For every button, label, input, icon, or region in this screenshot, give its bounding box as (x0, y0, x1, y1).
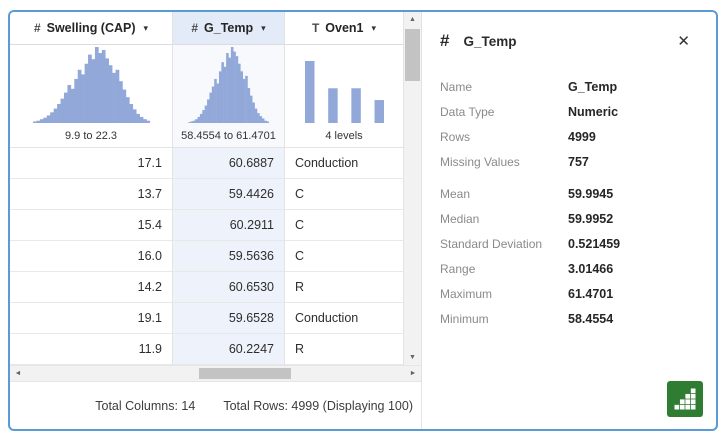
stat-label: Missing Values (440, 155, 520, 169)
stat-row-rows: Rows 4999 (440, 130, 694, 144)
stat-value: G_Temp (568, 80, 618, 94)
stat-row-name: Name G_Temp (440, 80, 694, 94)
stat-label: Data Type (440, 105, 495, 119)
table-cell: 60.6887 (173, 148, 284, 179)
column-profile-chart-swelling-cap[interactable]: 9.9 to 22.3 (10, 45, 172, 148)
table-cell: 11.9 (10, 334, 172, 365)
stat-label: Mean (440, 187, 471, 201)
scroll-up-icon[interactable]: ▲ (409, 16, 416, 23)
table-cell: 59.6528 (173, 303, 284, 334)
dropdown-caret-icon[interactable]: ▾ (261, 22, 266, 33)
column-range-label: 4 levels (325, 130, 363, 142)
scroll-left-icon[interactable]: ◄ (14, 370, 22, 377)
stat-label: Rows (440, 130, 471, 144)
stat-label: Standard Deviation (440, 237, 543, 251)
stat-row-median: Median 59.9952 (440, 212, 694, 226)
table-cell: 15.4 (10, 210, 172, 241)
stat-row-mean: Mean 59.9945 (440, 187, 694, 201)
scroll-down-icon[interactable]: ▼ (409, 354, 416, 361)
table-cell: 59.5636 (173, 241, 284, 272)
stat-row-maximum: Maximum 61.4701 (440, 287, 694, 301)
total-columns-label: Total Columns: 14 (95, 398, 196, 413)
stats-primary: Name G_Temp Data Type Numeric Rows 4999 Missin… (440, 80, 694, 169)
total-rows-label: Total Rows: 4999 (Displaying 100) (223, 398, 413, 413)
stat-row-missing-values: Missing Values 757 (440, 155, 694, 169)
column-header-g-temp[interactable]: # G_Temp ▾ (173, 12, 284, 45)
details-header: # G_Temp ✕ (440, 30, 694, 52)
stats-secondary: Mean 59.9945 Median 59.9952 Standard Deviati… (440, 187, 694, 326)
columns: # Swelling (CAP) ▾ 9.9 to 22.3 17.1 13.7 15.4 1… (10, 12, 404, 365)
stat-value: 4999 (568, 130, 596, 144)
table-cell: 13.7 (10, 179, 172, 210)
vertical-scrollbar-thumb[interactable] (405, 29, 420, 81)
column-header-oven1[interactable]: T Oven1 ▾ (285, 12, 403, 45)
table-cell: 60.2911 (173, 210, 284, 241)
stacked-squares-chart-icon (674, 388, 696, 410)
dropdown-caret-icon[interactable]: ▾ (143, 22, 149, 33)
table-cell: Conduction (285, 148, 403, 179)
close-icon[interactable]: ✕ (677, 33, 690, 50)
numeric-type-icon: # (440, 31, 450, 50)
stat-value: 58.4554 (568, 312, 614, 326)
column-profile-chart-g-temp[interactable]: 58.4554 to 61.4701 (173, 45, 284, 148)
numeric-type-icon: # (191, 21, 199, 35)
scroll-right-icon[interactable]: ► (409, 370, 417, 377)
column-range-label: 9.9 to 22.3 (65, 130, 117, 142)
details-title: G_Temp (463, 33, 517, 49)
vertical-scrollbar[interactable]: ▲ ▼ (404, 12, 421, 365)
stat-value: 757 (568, 155, 589, 169)
table-cell: 19.1 (10, 303, 172, 334)
table-cell: C (285, 179, 403, 210)
table-grid: # Swelling (CAP) ▾ 9.9 to 22.3 17.1 13.7 15.4 1… (10, 12, 421, 365)
stat-row-range: Range 3.01466 (440, 262, 694, 276)
column-label: Oven1 (325, 21, 364, 35)
column-oven1: T Oven1 ▾ 4 levels Conduction C C C R Conduction R (285, 12, 404, 365)
stat-row-minimum: Minimum 58.4554 (440, 312, 694, 326)
column-range-label: 58.4554 to 61.4701 (181, 130, 276, 142)
table-cell: C (285, 210, 403, 241)
table-cell: R (285, 272, 403, 303)
table-cell: 60.2247 (173, 334, 284, 365)
histogram-chart-button[interactable] (667, 381, 703, 417)
column-swelling-cap: # Swelling (CAP) ▾ 9.9 to 22.3 17.1 13.7 15.4 1… (10, 12, 173, 365)
horizontal-scrollbar-thumb[interactable] (199, 368, 291, 379)
stat-label: Minimum (440, 312, 489, 326)
stat-value: 59.9952 (568, 212, 614, 226)
table-cell: 17.1 (10, 148, 172, 179)
column-header-swelling-cap[interactable]: # Swelling (CAP) ▾ (10, 12, 172, 45)
table-cell: C (285, 241, 403, 272)
stat-value: 59.9945 (568, 187, 614, 201)
stat-value: 61.4701 (568, 287, 614, 301)
stat-value: Numeric (568, 105, 619, 119)
details-panel: # G_Temp ✕ Name G_Temp Data Type Numeric Row… (422, 12, 716, 429)
table-footer: Total Columns: 14 Total Rows: 4999 (Disp… (10, 381, 421, 429)
stat-label: Name (440, 80, 473, 94)
column-profile-chart-oven1[interactable]: 4 levels (285, 45, 403, 148)
data-profile-window: # Swelling (CAP) ▾ 9.9 to 22.3 17.1 13.7 15.4 1… (8, 10, 718, 431)
stat-row-standard-deviation: Standard Deviation 0.521459 (440, 237, 694, 251)
stat-label: Range (440, 262, 476, 276)
stat-label: Median (440, 212, 480, 226)
column-g-temp: # G_Temp ▾ 58.4554 to 61.4701 60.6887 59.4426… (173, 12, 285, 365)
column-label: G_Temp (204, 21, 254, 35)
panel-divider (421, 12, 422, 429)
table-cell: 60.6530 (173, 272, 284, 303)
table-cell: 14.2 (10, 272, 172, 303)
table-panel: # Swelling (CAP) ▾ 9.9 to 22.3 17.1 13.7 15.4 1… (10, 12, 421, 429)
table-cell: 59.4426 (173, 179, 284, 210)
table-cell: 16.0 (10, 241, 172, 272)
table-cell: R (285, 334, 403, 365)
stat-value: 3.01466 (568, 262, 614, 276)
stat-row-data-type: Data Type Numeric (440, 105, 694, 119)
stat-value: 0.521459 (568, 237, 621, 251)
column-label: Swelling (CAP) (46, 21, 136, 35)
stat-label: Maximum (440, 287, 493, 301)
numeric-type-icon: # (33, 21, 41, 35)
horizontal-scrollbar[interactable]: ◄ ► (10, 365, 421, 381)
table-cell: Conduction (285, 303, 403, 334)
text-type-icon: T (311, 21, 320, 35)
dropdown-caret-icon[interactable]: ▾ (371, 22, 377, 33)
